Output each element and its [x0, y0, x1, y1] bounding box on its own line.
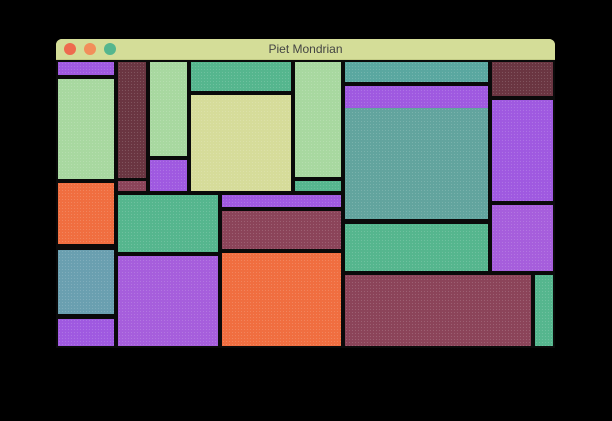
- app-window: Piet Mondrian: [56, 39, 555, 348]
- mondrian-cell: [492, 205, 553, 271]
- maximize-button[interactable]: [104, 43, 116, 55]
- mondrian-cell: [150, 160, 187, 191]
- mondrian-cell: [58, 79, 114, 179]
- mondrian-cell: [222, 253, 341, 346]
- mondrian-cell: [58, 183, 114, 244]
- title-bar[interactable]: Piet Mondrian: [56, 39, 555, 60]
- mondrian-cell: [345, 275, 531, 346]
- minimize-button[interactable]: [84, 43, 96, 55]
- mondrian-cell: [295, 181, 341, 191]
- mondrian-cell: [345, 224, 488, 271]
- mondrian-cell: [150, 62, 187, 156]
- mondrian-cell: [295, 62, 341, 177]
- mondrian-cell: [191, 62, 291, 91]
- mondrian-cell: [58, 319, 114, 346]
- mondrian-cell: [492, 62, 553, 96]
- mondrian-cell: [118, 181, 146, 191]
- mondrian-cell: [118, 62, 146, 178]
- mondrian-cell: [535, 275, 553, 346]
- mondrian-cell: [118, 256, 218, 346]
- mondrian-cell: [118, 195, 218, 252]
- mondrian-cell: [58, 62, 114, 75]
- mondrian-cell: [345, 62, 488, 82]
- mondrian-canvas: [56, 60, 555, 348]
- mondrian-cell: [58, 250, 114, 314]
- mondrian-cell: [345, 108, 488, 219]
- window-title: Piet Mondrian: [268, 42, 343, 56]
- mondrian-cell: [222, 211, 341, 249]
- mondrian-cell: [191, 95, 291, 191]
- mondrian-cell: [492, 100, 553, 201]
- close-button[interactable]: [64, 43, 76, 55]
- mondrian-cell: [345, 86, 488, 108]
- mondrian-cell: [222, 195, 341, 207]
